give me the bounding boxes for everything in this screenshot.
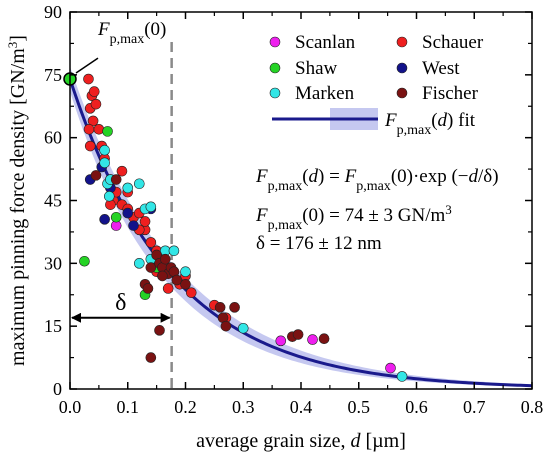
legend-label-schauer: Schauer bbox=[422, 32, 484, 53]
data-point-marken bbox=[145, 201, 157, 213]
legend-item-shaw: Shaw bbox=[269, 58, 338, 79]
data-point-west bbox=[128, 220, 139, 231]
data-point-schauer bbox=[83, 123, 95, 135]
data-point-scanlan bbox=[275, 335, 287, 347]
data-point-marken bbox=[99, 157, 110, 169]
data-point-schauer bbox=[145, 237, 157, 248]
x-tick-label: 0.8 bbox=[521, 397, 544, 417]
data-point-schauer bbox=[93, 123, 105, 135]
data-point-fischer bbox=[157, 270, 168, 282]
x-tick-label: 0.5 bbox=[348, 397, 371, 417]
legend-marker-shaw bbox=[269, 62, 281, 74]
fit-delta-value: δ = 176 ± 12 nm bbox=[256, 233, 382, 254]
data-point-marken bbox=[103, 191, 115, 202]
data-point-shaw bbox=[79, 255, 90, 267]
data-point-fischer bbox=[110, 174, 122, 185]
scatter-points bbox=[79, 73, 408, 382]
data-point-schauer bbox=[162, 283, 174, 294]
data-point-fischer bbox=[318, 333, 330, 345]
legend-label-fit: Fp,max(d) fit bbox=[384, 110, 476, 138]
legend-label-scanlan: Scanlan bbox=[295, 32, 356, 53]
y-tick-label: 75 bbox=[44, 65, 62, 85]
data-point-marken bbox=[168, 245, 180, 257]
data-point-fischer bbox=[180, 278, 191, 290]
data-point-scanlan bbox=[307, 334, 318, 345]
y-tick-label: 30 bbox=[44, 253, 62, 273]
fit-f0-value: Fp,max(0) = 74 ± 3 GN/m3 bbox=[255, 202, 452, 233]
legend-marker-marken bbox=[269, 87, 281, 99]
fp-max-zero-pointer bbox=[75, 57, 99, 74]
series-fischer bbox=[90, 170, 330, 363]
legend-item-schauer: Schauer bbox=[396, 32, 484, 53]
fit-equation: Fp,max(d) = Fp,max(0)·exp (−d/δ) bbox=[255, 166, 499, 194]
x-tick-label: 0.2 bbox=[174, 397, 197, 417]
y-axis-title: maximum pinning force density [GN/m3] bbox=[5, 35, 30, 366]
y-tick-label: 90 bbox=[44, 2, 62, 22]
legend-item-fit: Fp,max(d) fit bbox=[272, 108, 476, 138]
data-point-west bbox=[122, 207, 134, 219]
legend-label-fischer: Fischer bbox=[422, 83, 479, 104]
x-axis-title: average grain size, d [µm] bbox=[196, 430, 406, 452]
series-scanlan bbox=[110, 220, 396, 374]
x-tick-label: 0.7 bbox=[463, 397, 486, 417]
data-point-marken bbox=[396, 371, 408, 382]
data-point-schauer bbox=[185, 287, 197, 298]
y-tick-label: 60 bbox=[44, 128, 62, 148]
legend-label-west: West bbox=[422, 58, 460, 79]
data-point-fischer bbox=[220, 320, 232, 332]
legend: Scanlan Schauer Shaw West Marken Fischer Fp,ma… bbox=[269, 32, 484, 138]
data-point-schauer bbox=[139, 216, 151, 227]
legend-marker-schauer bbox=[396, 36, 408, 48]
legend-marker-fischer bbox=[396, 87, 408, 99]
data-point-fischer bbox=[171, 274, 183, 286]
data-point-schauer bbox=[116, 165, 128, 177]
data-point-marken bbox=[134, 178, 145, 190]
data-point-fischer bbox=[214, 302, 226, 313]
data-point-west bbox=[99, 214, 110, 225]
data-point-marken bbox=[99, 144, 110, 156]
data-point-marken bbox=[237, 322, 249, 334]
data-point-shaw bbox=[102, 126, 113, 137]
axis-ticks: 0.0 0.1 0.2 0.3 0.4 0.5 0.6 0.7 0.8 0 15 30 45 60 75 90 bbox=[44, 2, 543, 417]
data-point-marken bbox=[180, 266, 191, 278]
x-tick-label: 0.3 bbox=[232, 397, 255, 417]
legend-item-west: West bbox=[396, 58, 460, 79]
data-point-fischer bbox=[90, 170, 102, 181]
legend-marker-west bbox=[396, 62, 408, 74]
legend-label-marken: Marken bbox=[295, 83, 355, 104]
data-point-schauer bbox=[83, 73, 94, 85]
data-point-schauer bbox=[88, 86, 100, 97]
data-point-schauer bbox=[84, 140, 96, 152]
legend-label-shaw: Shaw bbox=[295, 58, 338, 79]
delta-label: δ bbox=[115, 290, 126, 316]
y-tick-label: 15 bbox=[44, 316, 62, 336]
legend-item-scanlan: Scanlan bbox=[269, 32, 356, 53]
data-point-fischer bbox=[145, 352, 157, 363]
data-point-marken bbox=[134, 258, 145, 269]
y-tick-label: 0 bbox=[53, 379, 62, 399]
data-point-fischer bbox=[159, 253, 171, 265]
data-point-fischer bbox=[142, 283, 154, 294]
data-point-fischer bbox=[154, 325, 165, 336]
x-tick-label: 0.4 bbox=[290, 397, 313, 417]
data-point-fischer bbox=[229, 302, 240, 313]
legend-marker-scanlan bbox=[269, 36, 281, 48]
data-point-fischer bbox=[145, 262, 157, 273]
data-point-shaw bbox=[110, 211, 122, 223]
x-tick-label: 0.6 bbox=[405, 397, 428, 417]
data-point-fischer bbox=[292, 329, 304, 340]
data-point-marken bbox=[122, 182, 134, 194]
data-point-scanlan bbox=[385, 362, 396, 374]
data-point-schauer bbox=[90, 98, 102, 110]
legend-item-fischer: Fischer bbox=[396, 83, 479, 104]
x-tick-label: 0.0 bbox=[59, 397, 82, 417]
legend-item-marken: Marken bbox=[269, 83, 355, 104]
x-tick-label: 0.1 bbox=[117, 397, 140, 417]
y-tick-label: 45 bbox=[44, 191, 62, 211]
fp-max-zero-label: Fp,max(0) bbox=[97, 19, 166, 47]
